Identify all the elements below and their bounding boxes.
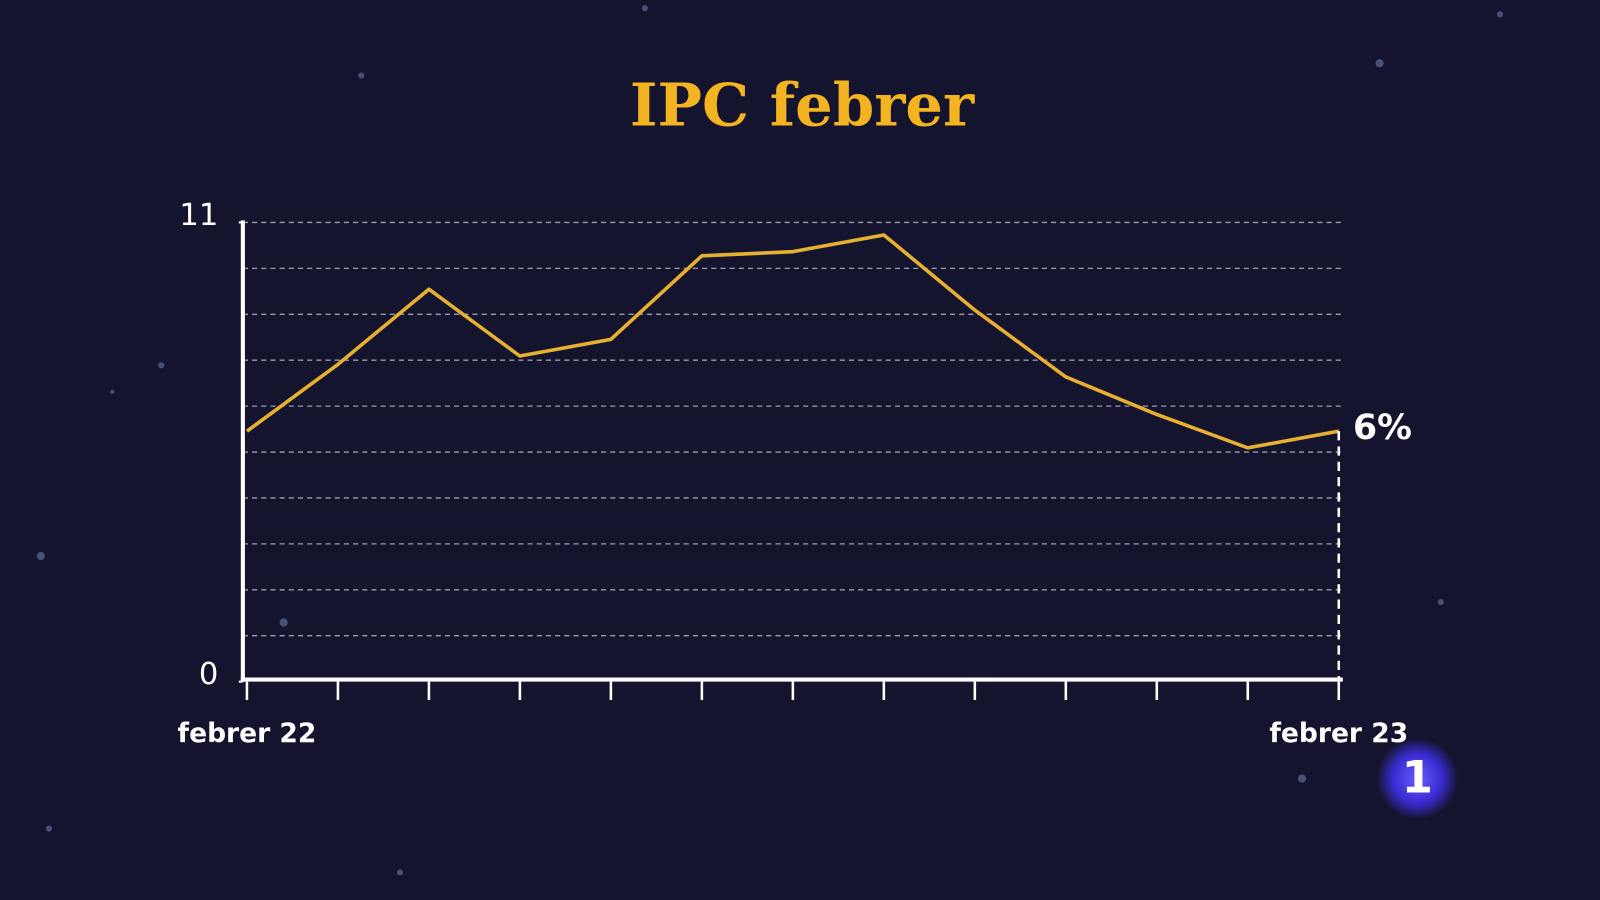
logo-glow (1376, 737, 1459, 820)
logo-text: 1 (1402, 751, 1433, 804)
logo: 1 (1376, 737, 1459, 820)
data-line (245, 233, 1340, 450)
chart-title: IPC febrer (630, 70, 975, 140)
x-tick-label: febrer 23 (1269, 718, 1408, 749)
background-dots (36, 5, 1504, 876)
value-label: 6% (1353, 408, 1412, 448)
y-tick-label: 11 (179, 198, 218, 233)
y-tick-label: 0 (199, 657, 218, 692)
x-tick-label: febrer 22 (178, 718, 317, 749)
